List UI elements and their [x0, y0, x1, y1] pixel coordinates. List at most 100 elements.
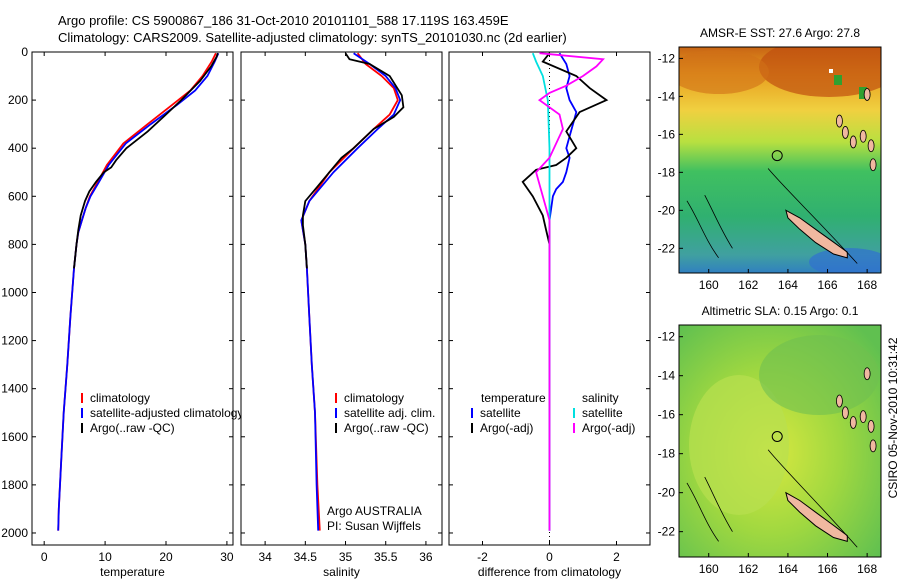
temperature-xlabel: temperature	[100, 565, 165, 579]
difference-legend-label: Argo(-adj)	[480, 421, 533, 435]
sst_map-panel: AMSR-E SST: 27.6 Argo: 27.8 160 162 164 166 1…	[658, 26, 882, 292]
sla_map-ytick-label: -16	[658, 408, 676, 422]
sst-warm-patch	[679, 50, 769, 94]
depth-tick-label: 200	[8, 93, 28, 107]
difference-legend-label: Argo(-adj)	[582, 421, 635, 435]
sst_map-ytick-label: -16	[658, 127, 676, 141]
temperature-xtick-label: 0	[41, 550, 48, 564]
new-caledonia-land	[785, 209, 848, 259]
figure-title-line2: Climatology: CARS2009. Satellite-adjuste…	[58, 30, 567, 45]
argo-position-marker	[771, 150, 783, 162]
bathymetry-contour	[686, 200, 719, 259]
sst-missing-data	[829, 69, 833, 73]
sla_map-frame	[678, 324, 882, 558]
vanuatu-island	[867, 419, 875, 433]
institution-annotation: Argo AUSTRALIA	[327, 504, 422, 518]
bathymetry-contour	[704, 194, 733, 249]
vanuatu-island	[863, 367, 871, 381]
sst_map-title: AMSR-E SST: 27.6 Argo: 27.8	[700, 26, 860, 40]
salinity-legend-label: climatology	[344, 391, 404, 405]
difference-xtick-label: 0	[546, 550, 553, 564]
temperature-series-1	[57, 52, 220, 531]
sst_map-xtick-label: 166	[818, 278, 838, 292]
vanuatu-island	[836, 114, 843, 128]
salinity-legend-label: satellite adj. clim.	[344, 406, 435, 420]
salinity-series-2	[301, 52, 405, 269]
bathymetry-contour	[704, 476, 733, 532]
difference-xtick-label: -2	[477, 550, 488, 564]
temperature-panel: 0 10 20 30 0 200 400 600 800 1000 1200 1400 1600 1800…	[1, 45, 243, 579]
difference-legend-label: satellite	[582, 406, 623, 420]
sla_map-ytick-label: -22	[658, 525, 676, 539]
sla_map-xtick-label: 164	[778, 562, 798, 576]
vanuatu-island	[841, 406, 849, 420]
figure-title-line1: Argo profile: CS 5900867_186 31-Oct-2010…	[58, 13, 509, 28]
sst-cool-patch	[809, 248, 881, 273]
difference-series-1	[521, 52, 609, 245]
new-caledonia-land	[785, 491, 848, 543]
sst_map-ytick-label: -18	[658, 165, 676, 179]
sst_map-overlay	[679, 47, 881, 273]
salinity-legend-label: Argo(..raw -QC)	[344, 421, 429, 435]
vanuatu-island	[836, 394, 843, 408]
depth-tick-label: 1200	[1, 334, 28, 348]
sla_map-xtick-label: 168	[857, 562, 877, 576]
depth-tick-label: 1600	[1, 430, 28, 444]
bathymetry-contour	[767, 449, 858, 548]
sla_map-xtick-label: 166	[818, 562, 838, 576]
difference-xtick-label: 2	[613, 550, 620, 564]
sla_map-xtick-label: 160	[699, 562, 719, 576]
bathymetry-contour	[767, 168, 858, 264]
sla_map-ytick-label: -14	[658, 369, 676, 383]
vanuatu-island	[841, 126, 849, 139]
depth-tick-label: 600	[8, 189, 28, 203]
vanuatu-island	[859, 410, 867, 424]
sst_map-xtick-label: 164	[778, 278, 798, 292]
sla_map-title: Altimetric SLA: 0.15 Argo: 0.1	[702, 304, 859, 318]
temperature-xtick-label: 20	[159, 550, 173, 564]
vanuatu-island	[849, 416, 857, 429]
vanuatu-island	[863, 88, 871, 101]
salinity-axes-box	[240, 51, 443, 546]
depth-tick-label: 0	[21, 45, 28, 59]
sst_map-xtick-label: 168	[857, 278, 877, 292]
salinity-xtick-label: 35	[339, 550, 353, 564]
sla_map-xtick-label: 162	[738, 562, 758, 576]
difference-series-3	[535, 52, 606, 531]
sla-high-patch	[689, 375, 789, 515]
institution-annotation: PI: Susan Wijffels	[327, 519, 421, 533]
sst_map-ytick-label: -12	[658, 51, 676, 65]
sst-cloud-mask	[834, 75, 842, 85]
sst_map-xtick-label: 160	[699, 278, 719, 292]
temperature-xtick-label: 30	[220, 550, 234, 564]
sst_map-ytick-label: -20	[658, 203, 676, 217]
sla-low-patch	[759, 335, 879, 415]
sst_map-xtick-label: 162	[738, 278, 758, 292]
sst_map-ytick-label: -14	[658, 89, 676, 103]
temperature-xtick-label: 10	[98, 550, 112, 564]
salinity-xtick-label: 36	[419, 550, 433, 564]
depth-tick-label: 400	[8, 141, 28, 155]
depth-tick-label: 800	[8, 237, 28, 251]
temperature-legend-label: climatology	[90, 391, 150, 405]
salinity-series-1	[300, 52, 402, 531]
salinity-xtick-label: 35.5	[374, 550, 398, 564]
sst_map-frame	[678, 46, 882, 274]
sst-warm-patch	[759, 47, 881, 97]
salinity-xtick-label: 34	[258, 550, 272, 564]
sla_map-ytick-label: -12	[658, 330, 676, 344]
salinity-xlabel: salinity	[323, 565, 360, 579]
sst_map-ytick-label: -22	[658, 241, 676, 255]
depth-tick-label: 1800	[1, 478, 28, 492]
temperature-legend-label: Argo(..raw -QC)	[90, 421, 175, 435]
temperature-legend-label: satellite-adjusted climatology	[90, 406, 243, 420]
depth-tick-label: 1000	[1, 285, 28, 299]
salinity-xtick-label: 34.5	[294, 550, 318, 564]
vanuatu-island	[869, 158, 877, 172]
difference-legend-label: satellite	[480, 406, 521, 420]
sst-cloud-mask	[859, 87, 867, 99]
vanuatu-island	[849, 135, 857, 149]
difference-legend-header-salinity: salinity	[582, 391, 619, 405]
